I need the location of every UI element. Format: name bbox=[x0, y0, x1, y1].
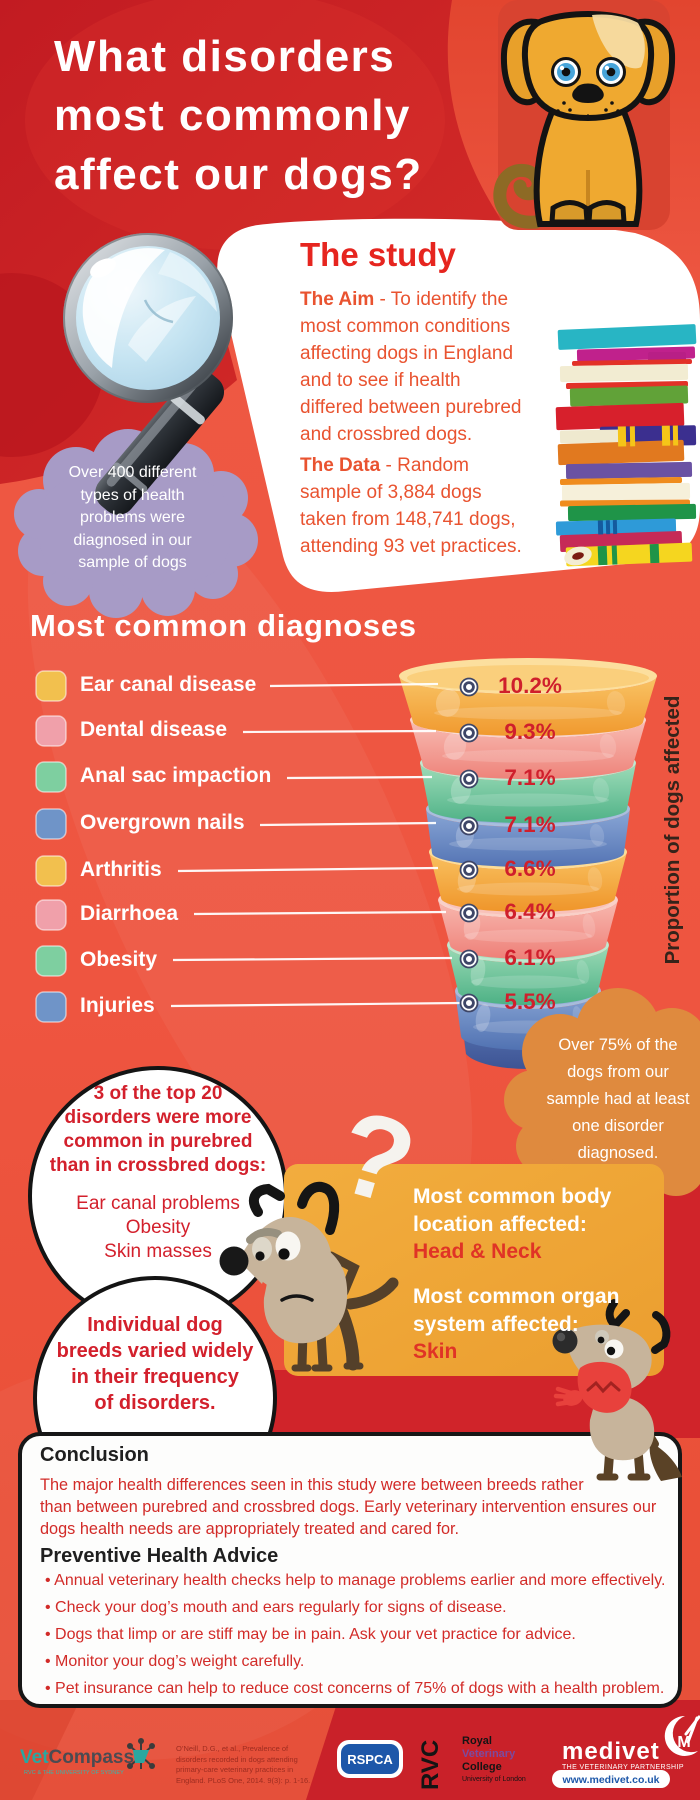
svg-text:www.medivet.co.uk: www.medivet.co.uk bbox=[561, 1774, 659, 1786]
svg-text:Veterinary: Veterinary bbox=[462, 1748, 516, 1760]
svg-text:RVC: RVC bbox=[417, 1740, 444, 1790]
svg-text:College: College bbox=[462, 1761, 502, 1773]
svg-text:RSPCA: RSPCA bbox=[347, 1752, 393, 1767]
svg-text:medivet: medivet bbox=[562, 1738, 660, 1765]
svg-text:THE VETERINARY PARTNERSHIP: THE VETERINARY PARTNERSHIP bbox=[562, 1764, 684, 1771]
svg-text:Royal: Royal bbox=[462, 1735, 492, 1747]
svg-text:M: M bbox=[677, 1734, 690, 1751]
svg-text:University of London: University of London bbox=[462, 1776, 526, 1783]
